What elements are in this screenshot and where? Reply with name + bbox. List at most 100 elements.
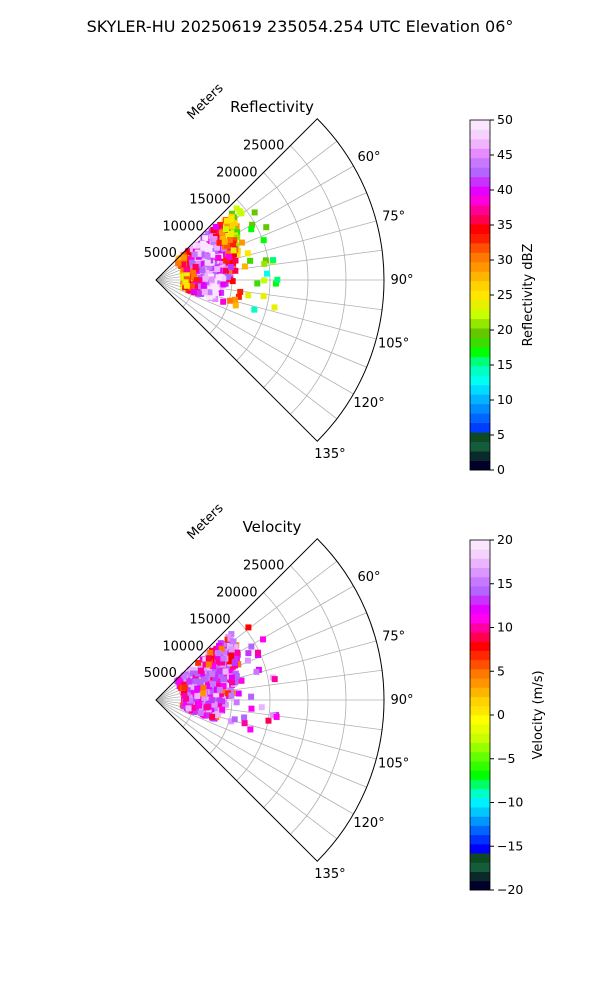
echo-cell [227,642,234,649]
echo-cell [205,700,212,707]
colorbar-segment [470,413,490,424]
echo-cell [205,655,212,662]
echo-cell [232,302,239,309]
echo-cell [226,658,233,665]
velocity-panel-title: Velocity [243,518,302,536]
velocity-colorbar: −20 −15 −10 −5 0 5 10 15 20 [469,532,523,897]
echo-cell [212,248,219,255]
colorbar-segment [470,375,490,386]
echo-cell [185,249,192,256]
echo-cell [251,306,258,313]
radial-tick-label: 20000 [216,166,257,181]
echo-cell [244,657,251,664]
echo-cell [248,643,255,650]
echo-cell [189,259,196,266]
echo-cell [231,219,238,226]
echo-cell [214,682,221,689]
colorbar-segment [470,309,490,320]
echo-cell [221,238,228,245]
echo-cell [194,670,201,677]
echo-cell [228,215,235,222]
echo-cell [192,674,199,681]
echo-cell [219,235,226,242]
echo-cell [209,713,216,720]
echo-cell [217,277,224,284]
echo-cell [225,260,232,267]
echo-cell [217,691,224,698]
colorbar-tick-label: 20 [497,322,513,337]
echo-cell [263,270,270,277]
echo-cell [233,699,240,706]
colorbar-segment [470,797,490,808]
azimuth-tick-label: 90° [390,693,413,708]
colorbar-segment [470,576,490,587]
echo-cell [195,659,202,666]
echo-cell [222,267,229,274]
echo-cell [228,652,235,659]
reflectivity-colorbar-label: Reflectivity dBZ [521,244,536,347]
echo-cell [231,659,238,666]
echo-cell [181,703,188,710]
colorbar-tick-label: 30 [497,252,513,267]
echo-cell [202,235,209,242]
echo-cell [274,276,281,283]
azimuth-tick-label: 90° [390,273,413,288]
echo-cell [212,223,219,230]
echo-cell [232,267,239,274]
echo-cell [206,263,213,270]
echo-cell [234,234,241,241]
colorbar-segment [470,843,490,854]
colorbar-tick-label: 0 [497,707,505,722]
echo-cell [206,240,213,247]
echo-cell [232,671,239,678]
colorbar-segment [470,138,490,149]
echo-cell [210,681,217,688]
echo-cell [194,258,201,265]
echo-cell [220,281,227,288]
echo-cell [206,683,213,690]
echo-cell [228,692,235,699]
colorbar-segment [470,403,490,414]
echo-cell [216,668,223,675]
echo-cell [205,661,212,668]
colorbar-segment [470,460,490,471]
colorbar-segment [470,862,490,872]
echo-cell [224,273,231,280]
colorbar-segment [470,261,490,272]
echo-cell [206,667,213,674]
colorbar-segment [470,205,490,215]
echo-cell [227,268,234,275]
radial-tick-label: 15000 [189,612,230,627]
echo-cell [190,704,197,711]
colorbar-segment [470,567,490,578]
echo-cell [216,697,223,704]
echo-cell [215,711,222,718]
echo-cell [194,284,201,291]
echo-cell [222,701,229,708]
echo-cell [214,244,221,251]
echo-cell [220,298,227,305]
echo-cell [198,277,205,284]
echo-cell [212,675,219,682]
echo-cell [199,251,206,258]
echo-cell [209,264,216,271]
colorbar-segment [470,432,490,443]
echo-cell [183,267,190,274]
echo-cell [187,700,194,707]
echo-cell [233,242,240,249]
colorbar-segment [470,242,490,253]
colorbar-tick-label: 40 [497,182,513,197]
colorbar-segment [470,715,490,725]
colorbar-segment [470,853,490,863]
colorbar-segment [470,724,490,734]
echo-cell [175,260,182,267]
echo-cell [190,288,197,295]
echo-cell [241,714,248,721]
echo-cell [185,705,192,712]
echo-cell [215,650,222,657]
colorbar-tick-label: 45 [497,147,513,162]
echo-cell [210,687,217,694]
echo-cell [212,296,219,303]
colorbar-segment [470,252,490,263]
colorbar-segment [470,678,490,688]
